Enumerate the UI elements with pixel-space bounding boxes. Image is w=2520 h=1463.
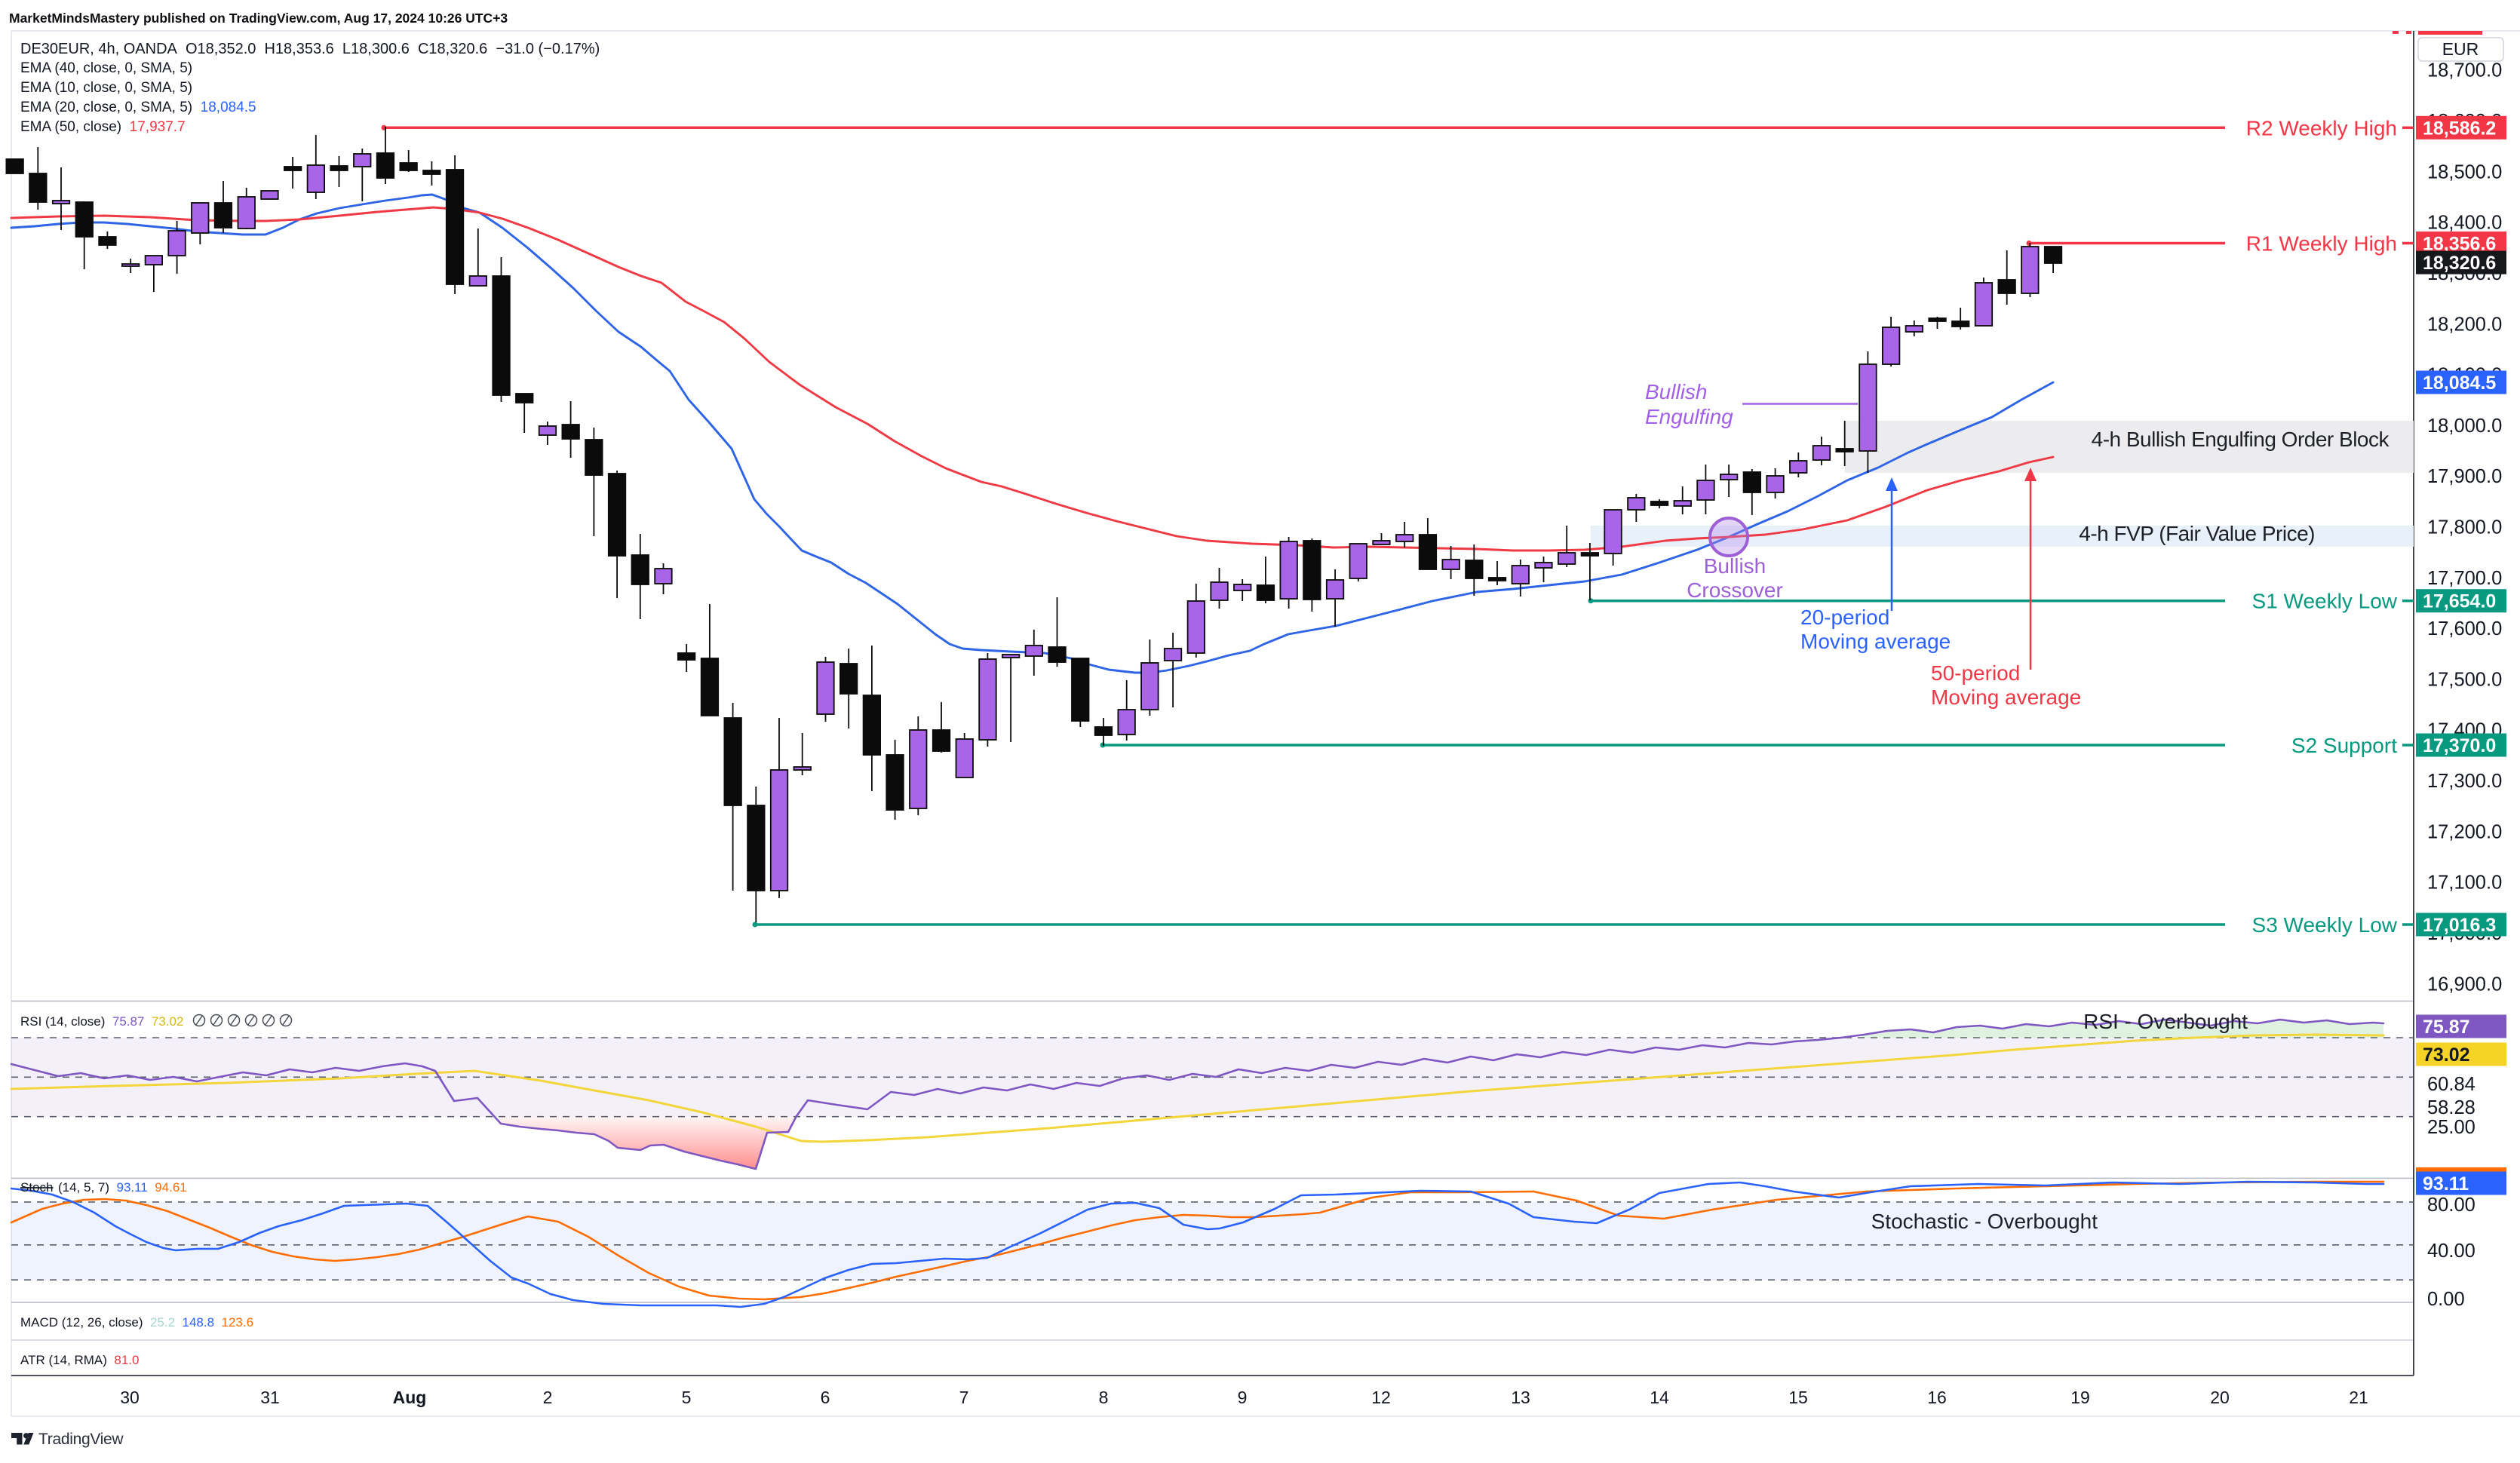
svg-text:(14, 5, 7) 93.11 94.61: (14, 5, 7) 93.11 94.61 [58,1180,187,1195]
svg-text:EMA (20, close, 0, SMA, 5) 18: EMA (20, close, 0, SMA, 5) 18,084.5 [20,100,256,115]
svg-text:RSI - Overbought: RSI - Overbought [2083,1010,2248,1033]
svg-text:20: 20 [2210,1388,2230,1407]
svg-text:17,700.0: 17,700.0 [2427,568,2502,589]
svg-text:EMA (10, close, 0, SMA, 5): EMA (10, close, 0, SMA, 5) [20,80,192,96]
svg-text:18,320.6: 18,320.6 [2423,253,2496,274]
svg-text:15: 15 [1788,1388,1808,1407]
svg-text:ATR (14, RMA) 81.0: ATR (14, RMA) 81.0 [20,1353,139,1367]
svg-text:0.00: 0.00 [2427,1289,2465,1310]
svg-text:17,200.0: 17,200.0 [2427,821,2502,842]
svg-text:4-h FVP (Fair Value Price): 4-h FVP (Fair Value Price) [2079,522,2315,545]
svg-text:6: 6 [821,1388,830,1407]
svg-text:Moving average: Moving average [1800,630,1951,653]
svg-text:16,900.0: 16,900.0 [2427,974,2502,995]
svg-text:5: 5 [682,1388,692,1407]
svg-text:58.28: 58.28 [2427,1097,2475,1118]
svg-text:7: 7 [959,1388,969,1407]
svg-text:80.00: 80.00 [2427,1195,2475,1216]
svg-text:73.02: 73.02 [2423,1044,2470,1066]
svg-text:EUR: EUR [2442,39,2479,59]
svg-text:30: 30 [120,1388,140,1407]
svg-text:TradingView: TradingView [38,1431,124,1448]
svg-text:MarketMindsMastery published o: MarketMindsMastery published on TradingV… [9,11,508,26]
svg-text:20-period: 20-period [1800,606,1889,629]
svg-text:93.11: 93.11 [2423,1173,2469,1195]
svg-text:Bullish: Bullish [1704,554,1766,578]
svg-text:21: 21 [2349,1388,2368,1407]
svg-text:18,000.0: 18,000.0 [2427,416,2502,437]
svg-text:18,200.0: 18,200.0 [2427,314,2502,335]
svg-text:R1 Weekly High: R1 Weekly High [2246,232,2397,256]
svg-text:13: 13 [1511,1388,1530,1407]
svg-text:EMA (50, close) 17,937.7: EMA (50, close) 17,937.7 [20,119,186,135]
svg-text:16: 16 [1927,1388,1947,1407]
svg-text:Aug: Aug [393,1388,427,1407]
svg-text:50-period: 50-period [1931,661,2020,685]
svg-text:75.87: 75.87 [2423,1017,2470,1038]
svg-text:DE30EUR, 4h, OANDA O18,352.0: DE30EUR, 4h, OANDA O18,352.0 H18,353.6 L… [20,41,600,57]
svg-text:17,600.0: 17,600.0 [2427,618,2502,639]
svg-text:S3 Weekly Low: S3 Weekly Low [2252,913,2398,937]
svg-text:4-h Bullish Engulfing Order Bl: 4-h Bullish Engulfing Order Block [2092,428,2390,451]
svg-text:60.84: 60.84 [2427,1074,2475,1095]
svg-text:Stoch: Stoch [20,1180,53,1195]
svg-text:Crossover: Crossover [1687,578,1783,602]
svg-text:Moving average: Moving average [1931,685,2081,709]
svg-text:17,654.0: 17,654.0 [2423,591,2496,612]
svg-text:17,500.0: 17,500.0 [2427,669,2502,690]
svg-text:8: 8 [1099,1388,1109,1407]
svg-text:14: 14 [1650,1388,1669,1407]
svg-text:Bullish: Bullish [1645,380,1707,403]
svg-text:MACD (12, 26, close) 25.2 14: MACD (12, 26, close) 25.2 148.8 123.6 [20,1315,253,1330]
svg-text:17,300.0: 17,300.0 [2427,771,2502,792]
svg-text:18,400.0: 18,400.0 [2427,213,2502,234]
svg-text:31: 31 [260,1388,280,1407]
svg-text:17,800.0: 17,800.0 [2427,517,2502,538]
svg-text:17,100.0: 17,100.0 [2427,873,2502,894]
svg-text:Stochastic - Overbought: Stochastic - Overbought [1871,1210,2098,1233]
svg-text:S2 Support: S2 Support [2291,734,2397,757]
svg-text:17,900.0: 17,900.0 [2427,466,2502,487]
svg-text:18,586.2: 18,586.2 [2423,118,2496,139]
svg-text:S1 Weekly Low: S1 Weekly Low [2252,590,2398,613]
svg-text:18,500.0: 18,500.0 [2427,161,2502,182]
svg-text:40.00: 40.00 [2427,1241,2475,1262]
svg-text:12: 12 [1371,1388,1391,1407]
svg-text:17,370.0: 17,370.0 [2423,735,2496,756]
svg-text:2: 2 [543,1388,553,1407]
svg-text:25.00: 25.00 [2427,1117,2475,1138]
svg-text:EMA (40, close, 0, SMA, 5): EMA (40, close, 0, SMA, 5) [20,60,192,76]
svg-text:9: 9 [1238,1388,1248,1407]
svg-text:RSI (14, close) 75.87 73.02: RSI (14, close) 75.87 73.02 [20,1014,183,1029]
svg-text:18,084.5: 18,084.5 [2423,373,2496,394]
svg-text:17,016.3: 17,016.3 [2423,915,2496,936]
svg-text:R2 Weekly High: R2 Weekly High [2246,116,2397,140]
svg-text:Engulfing: Engulfing [1645,405,1733,428]
svg-text:19: 19 [2070,1388,2090,1407]
svg-text:18,700.0: 18,700.0 [2427,60,2502,81]
